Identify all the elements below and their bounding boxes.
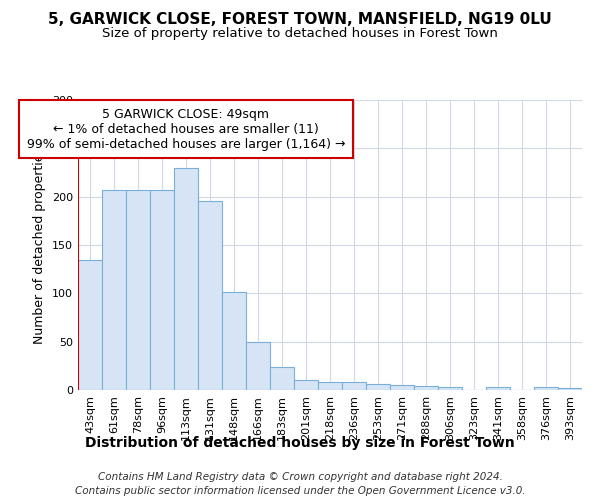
Bar <box>342 382 366 390</box>
Bar <box>126 190 150 390</box>
Text: Size of property relative to detached houses in Forest Town: Size of property relative to detached ho… <box>102 28 498 40</box>
Bar <box>534 387 558 390</box>
Bar <box>246 342 270 390</box>
Bar <box>78 260 102 390</box>
Text: Contains public sector information licensed under the Open Government Licence v3: Contains public sector information licen… <box>74 486 526 496</box>
Bar <box>318 382 342 390</box>
Bar <box>270 367 294 390</box>
Y-axis label: Number of detached properties: Number of detached properties <box>34 146 46 344</box>
Bar <box>366 384 390 390</box>
Text: 5 GARWICK CLOSE: 49sqm
← 1% of detached houses are smaller (11)
99% of semi-deta: 5 GARWICK CLOSE: 49sqm ← 1% of detached … <box>27 108 345 150</box>
Bar <box>102 190 126 390</box>
Bar <box>558 388 582 390</box>
Bar <box>486 387 510 390</box>
Bar <box>222 292 246 390</box>
Bar <box>390 385 414 390</box>
Bar <box>198 200 222 390</box>
Text: Distribution of detached houses by size in Forest Town: Distribution of detached houses by size … <box>85 436 515 450</box>
Bar <box>150 190 174 390</box>
Text: Contains HM Land Registry data © Crown copyright and database right 2024.: Contains HM Land Registry data © Crown c… <box>98 472 502 482</box>
Bar <box>294 380 318 390</box>
Text: 5, GARWICK CLOSE, FOREST TOWN, MANSFIELD, NG19 0LU: 5, GARWICK CLOSE, FOREST TOWN, MANSFIELD… <box>48 12 552 28</box>
Bar <box>174 168 198 390</box>
Bar <box>438 387 462 390</box>
Bar <box>414 386 438 390</box>
